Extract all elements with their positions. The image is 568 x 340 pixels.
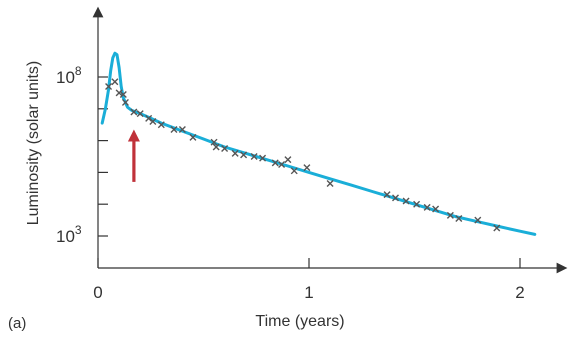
data-point xyxy=(326,180,334,188)
data-point xyxy=(474,216,482,224)
x-tick-label: 0 xyxy=(93,283,102,302)
data-point xyxy=(221,145,229,153)
data-point xyxy=(284,156,292,164)
data-point xyxy=(157,121,165,129)
data-point xyxy=(383,191,391,199)
data-point xyxy=(111,78,119,86)
y-ticks xyxy=(98,76,108,237)
data-point xyxy=(493,224,501,232)
data-point xyxy=(250,153,258,160)
data-point xyxy=(240,151,248,159)
data-point xyxy=(271,159,279,167)
data-point xyxy=(303,164,311,172)
data-point xyxy=(130,108,138,116)
data-point xyxy=(178,125,186,133)
data-point xyxy=(145,114,153,122)
data-point xyxy=(149,118,157,126)
data-point xyxy=(115,89,123,97)
data-point xyxy=(170,125,178,133)
data-point xyxy=(432,205,440,213)
annotations xyxy=(127,129,140,182)
data-point xyxy=(231,149,239,157)
data-point xyxy=(290,167,298,175)
data-point xyxy=(119,90,127,98)
data-point xyxy=(121,98,129,106)
data-point xyxy=(423,203,431,211)
axes xyxy=(92,6,568,274)
data-point xyxy=(210,138,218,146)
data-point xyxy=(402,197,410,205)
data-point xyxy=(455,215,463,223)
x-tick-labels: 0 1 2 xyxy=(93,283,524,302)
y-tick-label: 103 xyxy=(56,223,82,246)
x-axis-label: Time (years) xyxy=(255,313,344,330)
model-curve xyxy=(100,51,537,236)
data-point xyxy=(259,154,267,162)
data-point xyxy=(212,143,220,151)
x-tick-label: 1 xyxy=(304,283,313,302)
x-tick-label: 2 xyxy=(515,283,524,302)
y-tick-labels: 103 108 xyxy=(56,64,82,246)
data-point xyxy=(392,194,400,202)
panel-label: (a) xyxy=(8,315,26,332)
data-point xyxy=(189,133,197,141)
data-point xyxy=(136,110,144,118)
data-point xyxy=(446,211,454,219)
highlight-arrow xyxy=(127,129,140,182)
data-point xyxy=(278,160,286,168)
y-tick-label: 108 xyxy=(56,64,82,87)
data-point xyxy=(105,83,113,91)
data-point xyxy=(413,200,421,208)
y-axis-label: Luminosity (solar units) xyxy=(25,61,42,226)
data-points xyxy=(105,78,501,232)
x-ticks xyxy=(97,258,521,268)
